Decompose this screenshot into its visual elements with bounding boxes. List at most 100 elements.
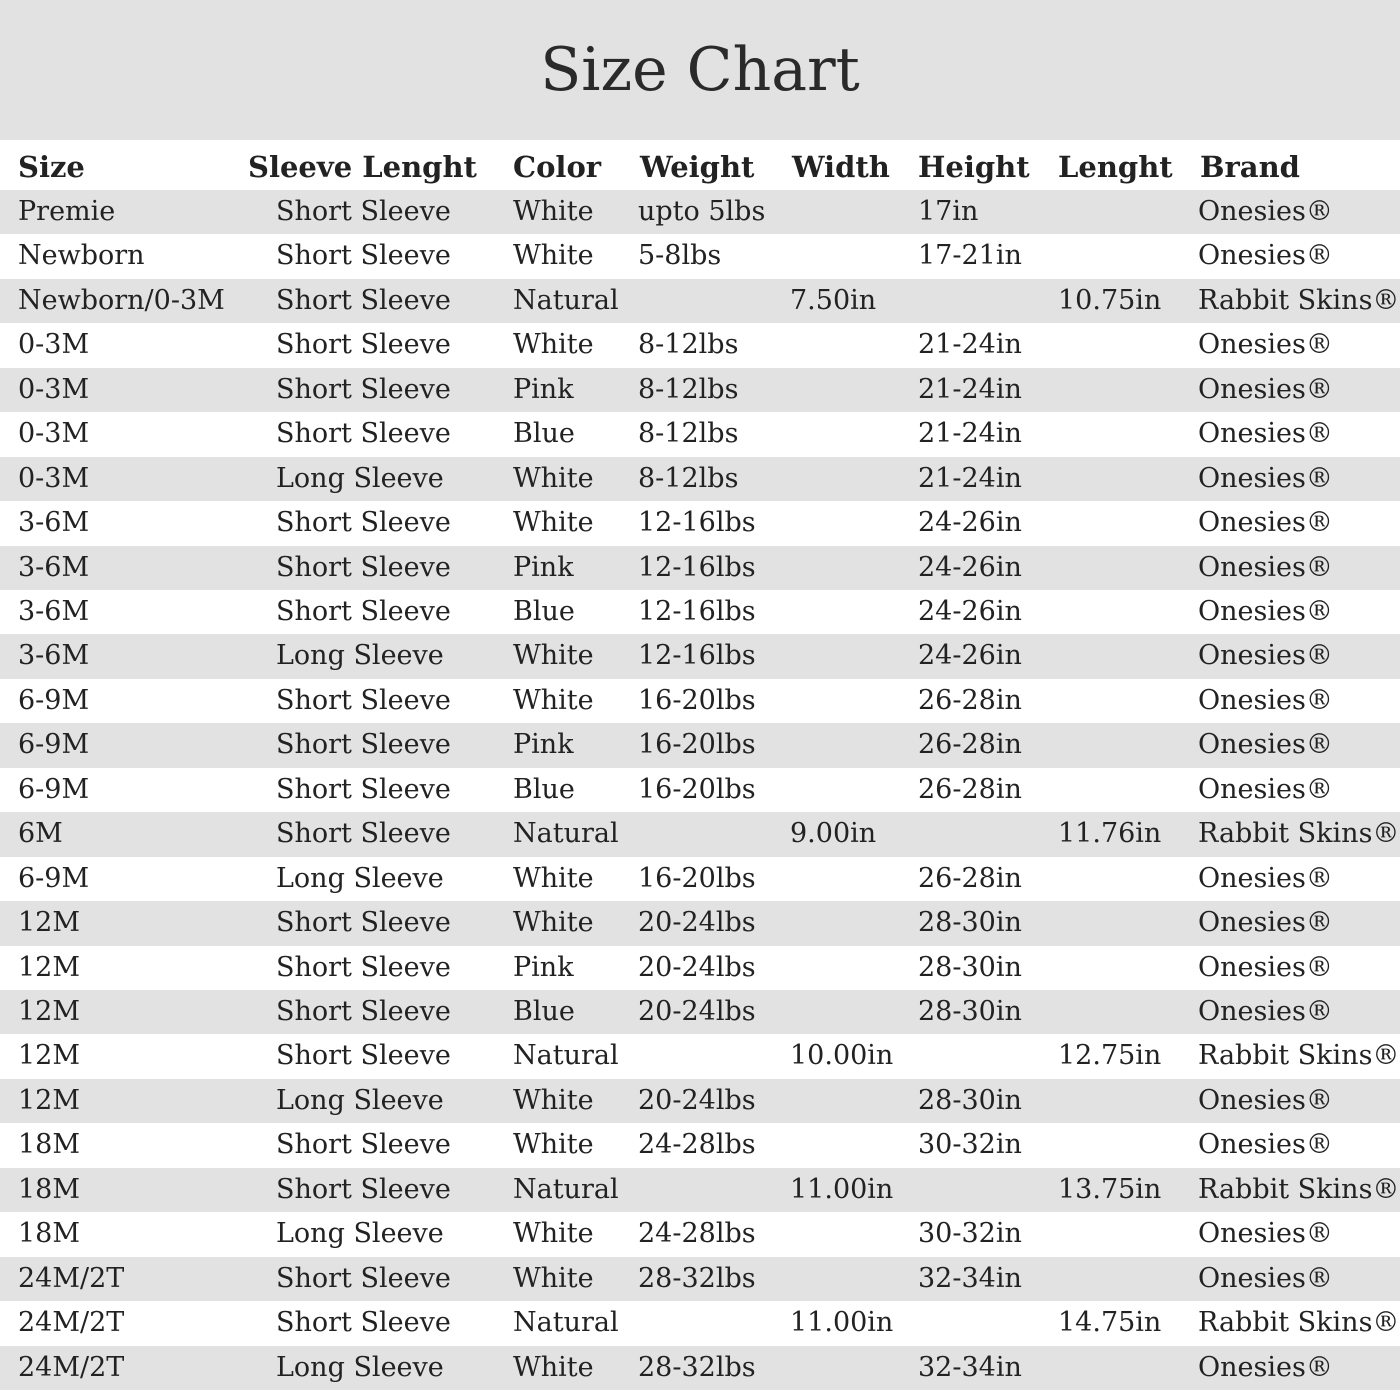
table-row: Premie Short Sleeve White upto 5lbs 17in Ones… bbox=[0, 190, 1400, 235]
header: Size Chart bbox=[0, 0, 1400, 140]
table-cell: 11.00in bbox=[790, 1307, 894, 1339]
table-cell: 24-26in bbox=[918, 507, 1022, 539]
table-cell: 6-9M bbox=[18, 862, 90, 894]
table-cell: Onesies® bbox=[1198, 507, 1333, 539]
table-cell: Newborn/0-3M bbox=[18, 284, 225, 316]
table-cell: 3-6M bbox=[18, 551, 90, 583]
table-cell: Short Sleeve bbox=[276, 1040, 451, 1072]
table-cell: 11.76in bbox=[1058, 818, 1162, 850]
table-cell: Blue bbox=[513, 773, 575, 805]
table-cell: upto 5lbs bbox=[638, 196, 766, 227]
table-cell: 20-24lbs bbox=[638, 907, 756, 939]
table-row: 6-9M Long Sleeve White 16-20lbs 26-28in Onesi… bbox=[0, 856, 1400, 902]
table-cell: 24M/2T bbox=[18, 1262, 125, 1294]
column-header: Sleeve Lenght bbox=[248, 150, 477, 184]
table-cell: 26-28in bbox=[918, 729, 1022, 761]
header-row: Size Sleeve Lenght Color Weight Width Height L… bbox=[0, 145, 1400, 190]
table-cell: Onesies® bbox=[1198, 907, 1333, 939]
table-cell: Long Sleeve bbox=[276, 640, 444, 672]
table-cell: White bbox=[513, 1262, 594, 1294]
table-cell: Onesies® bbox=[1198, 729, 1333, 761]
table-row: Newborn/0-3M Short Sleeve Natural 7.50in 10.… bbox=[0, 278, 1400, 324]
table-cell: Short Sleeve bbox=[276, 596, 451, 627]
column-header: Size bbox=[18, 150, 85, 184]
table-cell: 8-12lbs bbox=[638, 418, 739, 450]
table-cell: White bbox=[513, 862, 594, 894]
column-header: Weight bbox=[640, 150, 755, 184]
table-cell: Short Sleeve bbox=[276, 551, 451, 583]
table-cell: 24-26in bbox=[918, 596, 1022, 627]
table-cell: 20-24lbs bbox=[638, 951, 756, 983]
table-cell: Onesies® bbox=[1198, 329, 1333, 361]
table-row: 3-6M Short Sleeve Blue 12-16lbs 24-26in Onesi… bbox=[0, 590, 1400, 635]
table-cell: White bbox=[513, 1351, 594, 1383]
table-cell: 12M bbox=[18, 1084, 81, 1116]
table-cell: 28-32lbs bbox=[638, 1262, 756, 1294]
table-cell: Onesies® bbox=[1198, 862, 1333, 894]
table-cell: 8-12lbs bbox=[638, 373, 739, 405]
table-cell: Pink bbox=[513, 729, 574, 761]
table-cell: 26-28in bbox=[918, 684, 1022, 716]
table-cell: White bbox=[513, 507, 594, 539]
table-row: 0-3M Short Sleeve Pink 8-12lbs 21-24in Onesie… bbox=[0, 367, 1400, 413]
table-cell: 6M bbox=[18, 818, 63, 850]
table-cell: 20-24lbs bbox=[638, 996, 756, 1027]
column-header: Height bbox=[918, 150, 1030, 184]
table-cell: Onesies® bbox=[1198, 1084, 1333, 1116]
table-cell: Long Sleeve bbox=[276, 1084, 444, 1116]
table-cell: 5-8lbs bbox=[638, 240, 722, 272]
table-cell: Short Sleeve bbox=[276, 907, 451, 939]
table-cell: 3-6M bbox=[18, 640, 90, 672]
table-cell: 12M bbox=[18, 951, 81, 983]
table-cell: 10.75in bbox=[1058, 284, 1162, 316]
table-cell: 3-6M bbox=[18, 507, 90, 539]
table-cell: Onesies® bbox=[1198, 996, 1333, 1027]
table-cell: 6-9M bbox=[18, 773, 90, 805]
table-cell: White bbox=[513, 196, 594, 227]
column-header: Lenght bbox=[1058, 150, 1173, 184]
table-cell: Premie bbox=[18, 196, 116, 227]
table-cell: Onesies® bbox=[1198, 462, 1333, 494]
table-cell: 12-16lbs bbox=[638, 640, 756, 672]
table-cell: 0-3M bbox=[18, 329, 90, 361]
table-row: 6M Short Sleeve Natural 9.00in 11.76in Rabbit… bbox=[0, 812, 1400, 857]
table-cell: Natural bbox=[513, 1040, 619, 1072]
table-cell: 18M bbox=[18, 1173, 81, 1205]
table-cell: White bbox=[513, 329, 594, 361]
column-header: Brand bbox=[1200, 150, 1300, 184]
table-row: 12M Short Sleeve White 20-24lbs 28-30in Onesi… bbox=[0, 901, 1400, 946]
table-cell: 12-16lbs bbox=[638, 551, 756, 583]
table-cell: 18M bbox=[18, 1218, 81, 1250]
table-cell: Short Sleeve bbox=[276, 418, 451, 450]
table-cell: Blue bbox=[513, 418, 575, 450]
table-cell: 0-3M bbox=[18, 373, 90, 405]
table-cell: Short Sleeve bbox=[276, 507, 451, 539]
table-cell: Long Sleeve bbox=[276, 1218, 444, 1250]
table-cell: 24-28lbs bbox=[638, 1218, 756, 1250]
table-row: 12M Short Sleeve Natural 10.00in 12.75in Rabb… bbox=[0, 1034, 1400, 1079]
table-cell: White bbox=[513, 907, 594, 939]
table-cell: 17in bbox=[918, 196, 979, 227]
table-cell: Onesies® bbox=[1198, 551, 1333, 583]
table-cell: 28-30in bbox=[918, 1084, 1022, 1116]
table-cell: Pink bbox=[513, 951, 574, 983]
table-cell: Onesies® bbox=[1198, 418, 1333, 450]
table-cell: 32-34in bbox=[918, 1262, 1022, 1294]
table-cell: 30-32in bbox=[918, 1218, 1022, 1250]
table-cell: Newborn bbox=[18, 240, 145, 272]
table-row: 18M Short Sleeve White 24-28lbs 30-32in Onesi… bbox=[0, 1123, 1400, 1168]
table-cell: Onesies® bbox=[1198, 240, 1333, 272]
table-cell: 28-32lbs bbox=[638, 1351, 756, 1383]
table-cell: 30-32in bbox=[918, 1129, 1022, 1161]
table-cell: 21-24in bbox=[918, 329, 1022, 361]
table-cell: Natural bbox=[513, 1307, 619, 1339]
table-cell: Short Sleeve bbox=[276, 1307, 451, 1339]
table-cell: Onesies® bbox=[1198, 773, 1333, 805]
table-cell: 21-24in bbox=[918, 462, 1022, 494]
table-cell: Short Sleeve bbox=[276, 284, 451, 316]
table-cell: 24-26in bbox=[918, 640, 1022, 672]
table-cell: 26-28in bbox=[918, 773, 1022, 805]
table-cell: Onesies® bbox=[1198, 1218, 1333, 1250]
table-cell: White bbox=[513, 1084, 594, 1116]
